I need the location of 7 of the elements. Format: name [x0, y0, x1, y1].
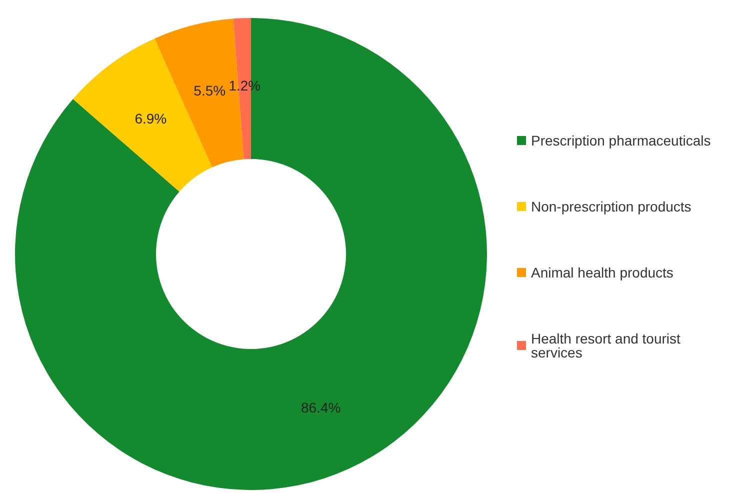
data-label: 6.9% — [134, 110, 167, 127]
data-label: 5.5% — [194, 82, 226, 99]
legend-label: Health resort and tourist services — [531, 330, 684, 360]
legend-label: Prescription pharmaceuticals — [531, 132, 711, 148]
data-label: 86.4% — [300, 399, 341, 416]
legend-label: Non-prescription products — [531, 198, 692, 214]
legend-label: Animal health products — [531, 264, 674, 280]
